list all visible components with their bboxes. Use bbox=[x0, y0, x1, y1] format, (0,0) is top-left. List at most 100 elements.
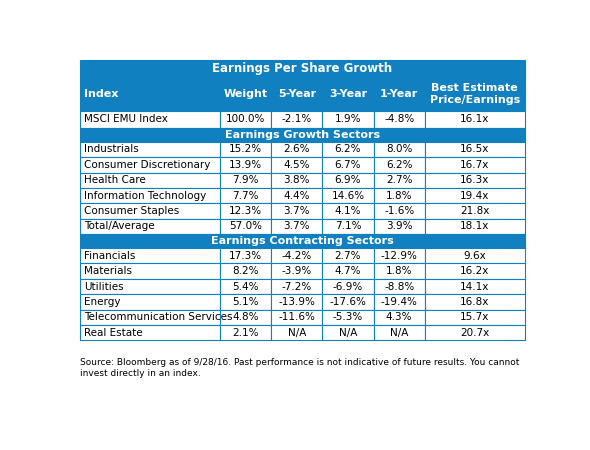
Text: Consumer Staples: Consumer Staples bbox=[84, 206, 179, 216]
Text: 5.1%: 5.1% bbox=[232, 297, 259, 307]
Bar bbox=[271, 77, 322, 111]
Text: 16.1x: 16.1x bbox=[460, 114, 490, 125]
Bar bbox=[373, 263, 425, 279]
Text: Earnings Contracting Sectors: Earnings Contracting Sectors bbox=[211, 236, 394, 246]
Text: 8.0%: 8.0% bbox=[386, 144, 412, 154]
Bar bbox=[220, 294, 271, 310]
Bar bbox=[425, 203, 525, 219]
Text: 19.4x: 19.4x bbox=[460, 191, 490, 201]
Text: Earnings Per Share Growth: Earnings Per Share Growth bbox=[212, 62, 392, 75]
Text: Weight: Weight bbox=[224, 89, 268, 99]
Bar bbox=[271, 157, 322, 173]
Text: 9.6x: 9.6x bbox=[463, 251, 486, 261]
Bar bbox=[80, 111, 220, 128]
Text: 4.8%: 4.8% bbox=[232, 312, 259, 322]
Text: -12.9%: -12.9% bbox=[381, 251, 418, 261]
Bar bbox=[271, 203, 322, 219]
Text: 6.7%: 6.7% bbox=[335, 160, 361, 170]
Text: 8.2%: 8.2% bbox=[232, 266, 259, 276]
Bar bbox=[373, 294, 425, 310]
Text: Real Estate: Real Estate bbox=[84, 328, 142, 338]
Text: 15.7x: 15.7x bbox=[460, 312, 490, 322]
Text: 3.9%: 3.9% bbox=[386, 221, 412, 231]
Text: 16.3x: 16.3x bbox=[460, 176, 490, 185]
Bar bbox=[220, 279, 271, 294]
Text: 3-Year: 3-Year bbox=[329, 89, 367, 99]
Text: 18.1x: 18.1x bbox=[460, 221, 490, 231]
Bar bbox=[373, 188, 425, 203]
Bar bbox=[271, 279, 322, 294]
Bar bbox=[271, 248, 322, 263]
Bar bbox=[80, 60, 525, 77]
Bar bbox=[373, 203, 425, 219]
Bar bbox=[425, 142, 525, 157]
Text: 21.8x: 21.8x bbox=[460, 206, 490, 216]
Bar bbox=[322, 188, 373, 203]
Text: 1.8%: 1.8% bbox=[386, 266, 412, 276]
Bar bbox=[80, 203, 220, 219]
Text: 5.4%: 5.4% bbox=[232, 282, 259, 292]
Bar bbox=[80, 173, 220, 188]
Text: N/A: N/A bbox=[390, 328, 408, 338]
Bar bbox=[425, 111, 525, 128]
Bar bbox=[373, 157, 425, 173]
Text: N/A: N/A bbox=[339, 328, 357, 338]
Text: -2.1%: -2.1% bbox=[281, 114, 312, 125]
Bar bbox=[220, 248, 271, 263]
Bar bbox=[220, 325, 271, 341]
Text: 16.2x: 16.2x bbox=[460, 266, 490, 276]
Text: 15.2%: 15.2% bbox=[229, 144, 262, 154]
Bar bbox=[271, 188, 322, 203]
Bar bbox=[220, 157, 271, 173]
Bar bbox=[271, 294, 322, 310]
Text: 2.7%: 2.7% bbox=[386, 176, 412, 185]
Bar bbox=[80, 77, 220, 111]
Bar bbox=[271, 325, 322, 341]
Bar bbox=[322, 294, 373, 310]
Bar bbox=[80, 188, 220, 203]
Bar bbox=[80, 325, 220, 341]
Text: -8.8%: -8.8% bbox=[384, 282, 414, 292]
Bar bbox=[373, 325, 425, 341]
Bar bbox=[322, 157, 373, 173]
Text: -19.4%: -19.4% bbox=[381, 297, 418, 307]
Bar bbox=[80, 248, 220, 263]
Bar bbox=[80, 128, 525, 142]
Text: 3.7%: 3.7% bbox=[284, 221, 310, 231]
Bar bbox=[220, 173, 271, 188]
Bar bbox=[322, 173, 373, 188]
Text: Health Care: Health Care bbox=[84, 176, 146, 185]
Text: 16.7x: 16.7x bbox=[460, 160, 490, 170]
Text: Earnings Growth Sectors: Earnings Growth Sectors bbox=[225, 130, 380, 140]
Text: 2.6%: 2.6% bbox=[284, 144, 310, 154]
Bar bbox=[425, 188, 525, 203]
Bar bbox=[425, 310, 525, 325]
Bar bbox=[373, 310, 425, 325]
Text: 7.9%: 7.9% bbox=[232, 176, 259, 185]
Text: -13.9%: -13.9% bbox=[278, 297, 315, 307]
Text: 1-Year: 1-Year bbox=[380, 89, 418, 99]
Text: Telecommunication Services: Telecommunication Services bbox=[84, 312, 232, 322]
Bar bbox=[80, 234, 525, 248]
Bar bbox=[220, 142, 271, 157]
Bar bbox=[322, 279, 373, 294]
Text: -5.3%: -5.3% bbox=[333, 312, 363, 322]
Text: 7.1%: 7.1% bbox=[335, 221, 361, 231]
Text: 5-Year: 5-Year bbox=[278, 89, 316, 99]
Bar bbox=[425, 173, 525, 188]
Bar bbox=[220, 310, 271, 325]
Text: MSCI EMU Index: MSCI EMU Index bbox=[84, 114, 168, 125]
Text: Industrials: Industrials bbox=[84, 144, 139, 154]
Bar bbox=[220, 203, 271, 219]
Text: 2.7%: 2.7% bbox=[335, 251, 361, 261]
Bar bbox=[322, 203, 373, 219]
Bar bbox=[322, 77, 373, 111]
Text: -1.6%: -1.6% bbox=[384, 206, 414, 216]
Text: 14.6%: 14.6% bbox=[332, 191, 365, 201]
Bar bbox=[80, 219, 220, 234]
Bar bbox=[271, 142, 322, 157]
Text: 3.7%: 3.7% bbox=[284, 206, 310, 216]
Text: -7.2%: -7.2% bbox=[281, 282, 312, 292]
Bar bbox=[322, 219, 373, 234]
Bar bbox=[322, 310, 373, 325]
